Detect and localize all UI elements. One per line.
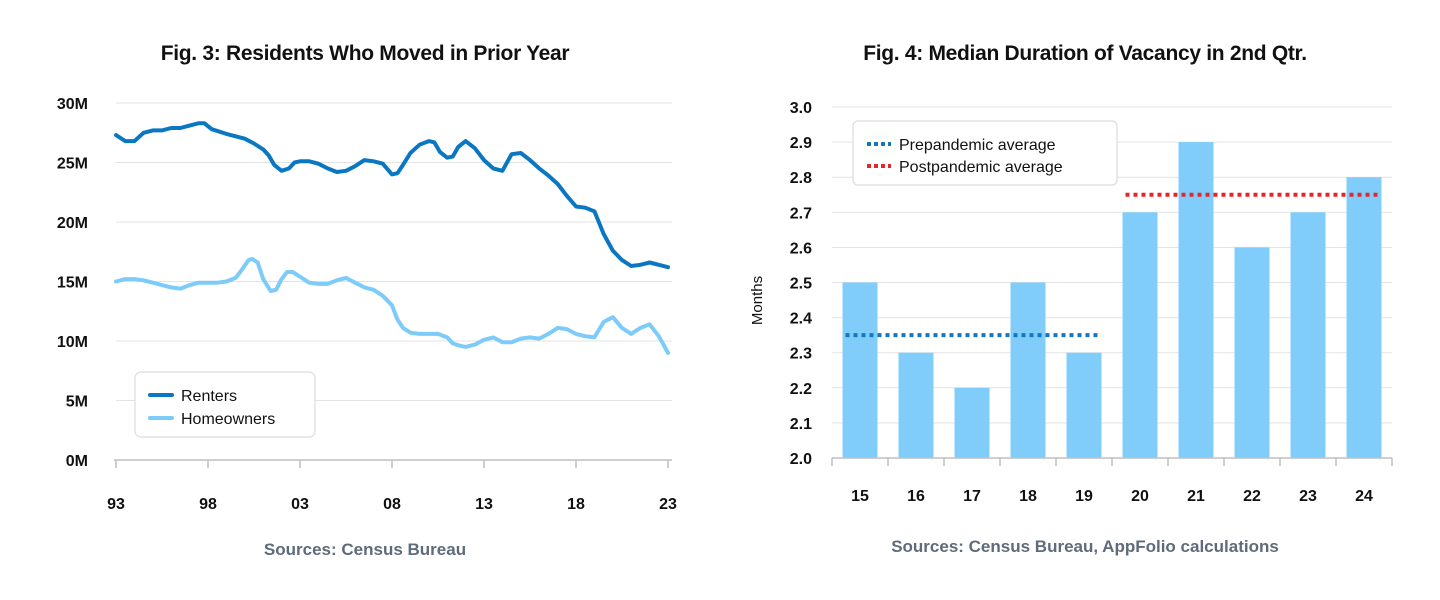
fig4-y-tick-label: 2.1 bbox=[790, 416, 812, 433]
fig4-y-tick-label: 3.0 bbox=[790, 100, 812, 117]
fig4-y-tick-label: 2.9 bbox=[790, 135, 812, 152]
fig3-line-chart: 0M 5M 10M 15M 20M 25M 30M 93 98 03 08 13 18 23 Renters… bbox=[57, 96, 677, 513]
fig4-legend-label-postpandemic: Postpandemic average bbox=[899, 159, 1063, 176]
fig4-bar-18 bbox=[1010, 282, 1046, 458]
fig4-bar-chart: 2.0 2.1 2.2 2.3 2.4 2.5 2.6 2.7 2.8 2.9 3.0 Months 1… bbox=[749, 100, 1393, 505]
fig4-bar-22 bbox=[1234, 247, 1270, 458]
fig4-x-tick-label: 22 bbox=[1243, 488, 1261, 505]
fig4-y-tick-label: 2.4 bbox=[790, 311, 812, 328]
fig4-y-axis-title: Months bbox=[749, 276, 766, 325]
fig4-x-tick-label: 15 bbox=[851, 488, 869, 505]
fig4-y-tick-label: 2.7 bbox=[790, 205, 812, 222]
fig4-x-tick-label: 21 bbox=[1187, 488, 1205, 505]
fig4-x-tick-label: 19 bbox=[1075, 488, 1093, 505]
fig4-panel: Fig. 4: Median Duration of Vacancy in 2n… bbox=[720, 0, 1440, 600]
fig3-y-tick-label: 30M bbox=[57, 96, 88, 113]
fig4-x-tick-label: 24 bbox=[1355, 488, 1373, 505]
fig4-x-tick-label: 17 bbox=[963, 488, 981, 505]
fig3-legend bbox=[134, 371, 316, 438]
fig4-bar-20 bbox=[1122, 212, 1158, 458]
fig3-x-tick-label: 93 bbox=[107, 496, 125, 513]
fig3-x-tick-label: 23 bbox=[659, 496, 677, 513]
fig4-x-tick-label: 20 bbox=[1131, 488, 1149, 505]
fig3-y-tick-label: 25M bbox=[57, 156, 88, 173]
fig3-y-tick-label: 15M bbox=[57, 275, 88, 292]
fig4-bar-24 bbox=[1346, 177, 1382, 458]
fig3-series-line-renters bbox=[114, 121, 670, 270]
fig3-x-tick-label: 98 bbox=[199, 496, 217, 513]
fig4-y-tick-label: 2.8 bbox=[790, 170, 812, 187]
fig4-y-tick-label: 2.2 bbox=[790, 381, 812, 398]
fig3-source: Sources: Census Bureau bbox=[263, 540, 467, 559]
fig3-x-tick-label: 03 bbox=[291, 496, 309, 513]
fig4-bar-16 bbox=[898, 352, 934, 458]
fig4-y-tick-label: 2.5 bbox=[790, 276, 812, 293]
fig4-legend-label-prepandemic: Prepandemic average bbox=[899, 137, 1056, 154]
fig3-y-tick-label: 5M bbox=[66, 394, 88, 411]
fig3-x-tick-label: 13 bbox=[475, 496, 493, 513]
fig4-y-tick-label: 2.0 bbox=[790, 451, 812, 468]
fig4-bar-19 bbox=[1066, 352, 1102, 458]
fig4-bar-17 bbox=[954, 387, 990, 458]
fig3-title: Fig. 3: Residents Who Moved in Prior Yea… bbox=[160, 42, 570, 65]
fig3-y-tick-label: 0M bbox=[66, 453, 88, 470]
fig4-bar-23 bbox=[1290, 212, 1326, 458]
fig4-bar-15 bbox=[842, 282, 878, 458]
fig3-x-tick-label: 18 bbox=[567, 496, 585, 513]
fig4-x-tick-label: 18 bbox=[1019, 488, 1037, 505]
fig3-legend-label-homeowners: Homeowners bbox=[181, 411, 275, 428]
fig3-series-line-homeowners bbox=[114, 256, 670, 355]
fig4-y-tick-label: 2.3 bbox=[790, 346, 812, 363]
fig3-y-tick-label: 10M bbox=[57, 334, 88, 351]
fig4-bar-21 bbox=[1178, 142, 1214, 458]
fig4-y-tick-label: 2.6 bbox=[790, 240, 812, 257]
fig3-panel: Fig. 3: Residents Who Moved in Prior Yea… bbox=[57, 42, 677, 559]
fig3-y-tick-label: 20M bbox=[57, 215, 88, 232]
fig3-x-tick-label: 08 bbox=[383, 496, 401, 513]
fig4-x-tick-label: 23 bbox=[1299, 488, 1317, 505]
fig4-source: Sources: Census Bureau, AppFolio calcula… bbox=[891, 537, 1279, 556]
fig3-legend-label-renters: Renters bbox=[181, 388, 237, 405]
fig4-x-tick-label: 16 bbox=[907, 488, 925, 505]
fig4-legend bbox=[852, 120, 1118, 186]
fig4-title: Fig. 4: Median Duration of Vacancy in 2n… bbox=[863, 42, 1307, 65]
